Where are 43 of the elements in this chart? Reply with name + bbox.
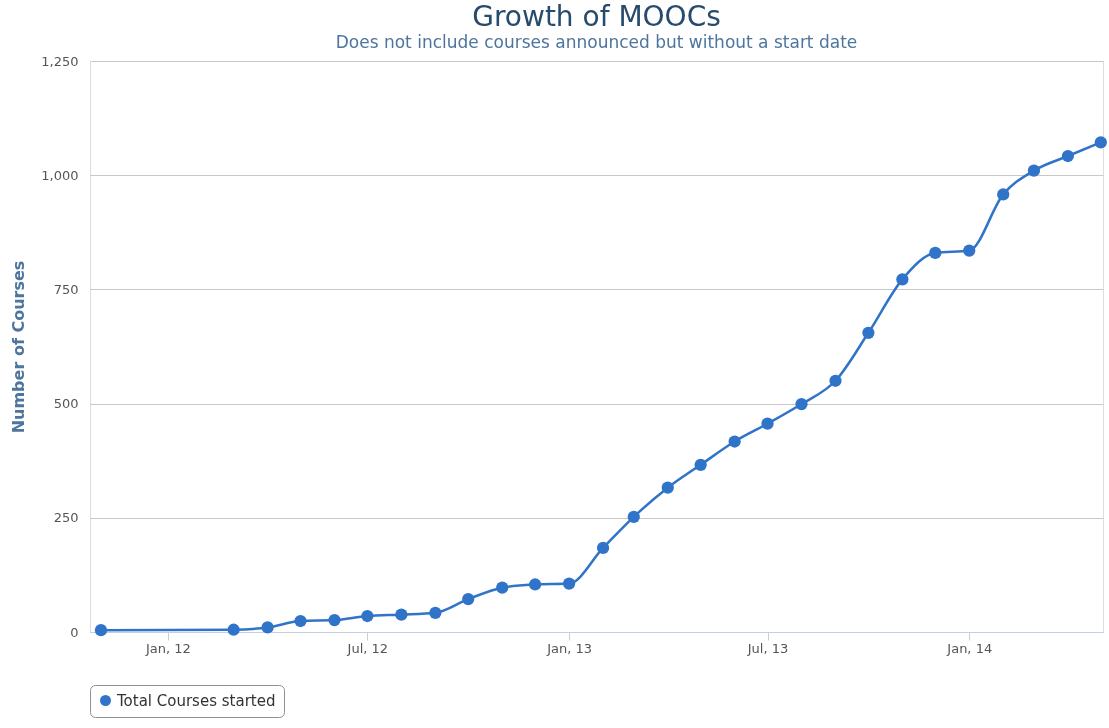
point xyxy=(862,326,875,339)
x-tick-label: Jul, 12 xyxy=(346,640,389,656)
point xyxy=(1061,149,1075,163)
point xyxy=(528,578,542,591)
x-tick-label: Jul, 13 xyxy=(746,640,789,656)
point xyxy=(1094,136,1107,149)
chart-subtitle: Does not include courses announced but without a start date xyxy=(335,32,858,52)
point xyxy=(896,273,909,286)
point xyxy=(227,623,240,636)
point xyxy=(94,624,108,637)
point xyxy=(627,510,640,523)
point xyxy=(694,458,707,471)
point xyxy=(661,481,674,494)
point xyxy=(728,435,741,448)
point xyxy=(328,614,341,627)
point xyxy=(429,606,442,619)
y-tick-label: 1,250 xyxy=(41,53,79,69)
y-axis-title: Number of Courses xyxy=(9,260,29,434)
y-tick-label: 1,000 xyxy=(41,167,79,183)
y-tick-label: 0 xyxy=(70,624,79,640)
point xyxy=(261,621,274,634)
point xyxy=(496,581,509,594)
point xyxy=(361,609,374,623)
x-tick-label: Jan, 13 xyxy=(546,640,593,656)
chart-title: Growth of MOOCs xyxy=(472,0,721,33)
y-tick-label: 750 xyxy=(53,281,79,297)
point xyxy=(929,246,942,259)
y-tick-label: 500 xyxy=(53,396,79,412)
point xyxy=(829,374,842,387)
point xyxy=(395,608,408,621)
point xyxy=(462,593,475,606)
x-tick-label: Jan, 14 xyxy=(946,640,993,656)
legend-label: Total Courses started xyxy=(116,691,276,710)
point xyxy=(963,244,976,257)
x-tick-label: Jan, 12 xyxy=(144,640,191,656)
point xyxy=(562,577,576,590)
y-tick-label: 250 xyxy=(53,510,79,526)
point xyxy=(294,614,307,628)
point xyxy=(1027,164,1041,177)
point xyxy=(761,417,774,430)
point xyxy=(596,541,610,555)
point xyxy=(795,397,808,411)
point xyxy=(997,188,1010,201)
